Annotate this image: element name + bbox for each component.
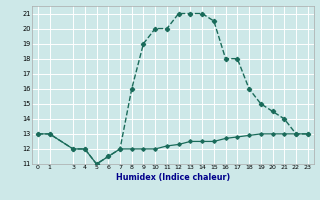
- X-axis label: Humidex (Indice chaleur): Humidex (Indice chaleur): [116, 173, 230, 182]
